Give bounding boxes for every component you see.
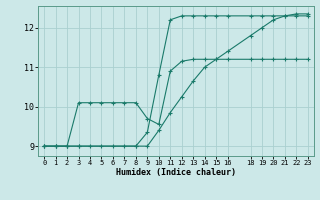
X-axis label: Humidex (Indice chaleur): Humidex (Indice chaleur) (116, 168, 236, 177)
